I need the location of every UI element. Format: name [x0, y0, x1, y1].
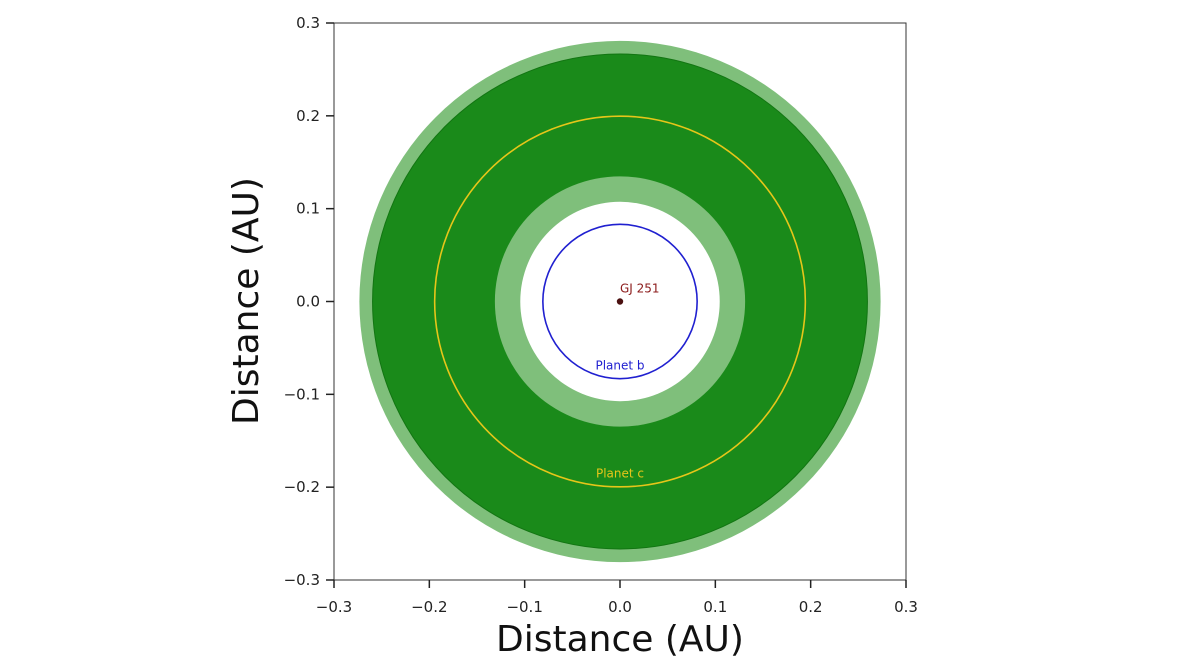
star-label: GJ 251 — [620, 282, 660, 296]
y-axis-ticks: −0.3 −0.2 −0.1 0.0 0.1 0.2 0.3 — [284, 14, 334, 589]
y-tick-label: 0.1 — [296, 200, 320, 218]
planet-b-label: Planet b — [595, 359, 644, 373]
x-axis-title: Distance (AU) — [496, 619, 744, 660]
planet-b-orbit — [542, 223, 698, 380]
y-tick-label: −0.2 — [284, 478, 320, 496]
y-tick-label: 0.0 — [296, 293, 320, 311]
x-tick-label: −0.1 — [506, 598, 542, 616]
y-tick-label: −0.3 — [284, 571, 320, 589]
x-tick-label: 0.0 — [608, 598, 632, 616]
x-tick-label: −0.2 — [411, 598, 447, 616]
x-tick-label: 0.1 — [703, 598, 727, 616]
star-marker — [616, 298, 624, 305]
x-axis-ticks: −0.3 −0.2 −0.1 0.0 0.1 0.2 0.3 — [316, 580, 918, 616]
x-tick-label: 0.3 — [894, 598, 918, 616]
x-tick-label: 0.2 — [799, 598, 823, 616]
y-tick-label: 0.2 — [296, 107, 320, 125]
planet-c-label: Planet c — [596, 466, 644, 480]
y-tick-label: −0.1 — [284, 385, 320, 403]
x-tick-label: −0.3 — [316, 598, 352, 616]
plot-content: GJ 251 Planet b Planet c — [359, 40, 881, 563]
planet-c-orbit — [433, 115, 807, 488]
y-axis-title: Distance (AU) — [226, 177, 267, 425]
y-tick-label: 0.3 — [296, 14, 320, 32]
